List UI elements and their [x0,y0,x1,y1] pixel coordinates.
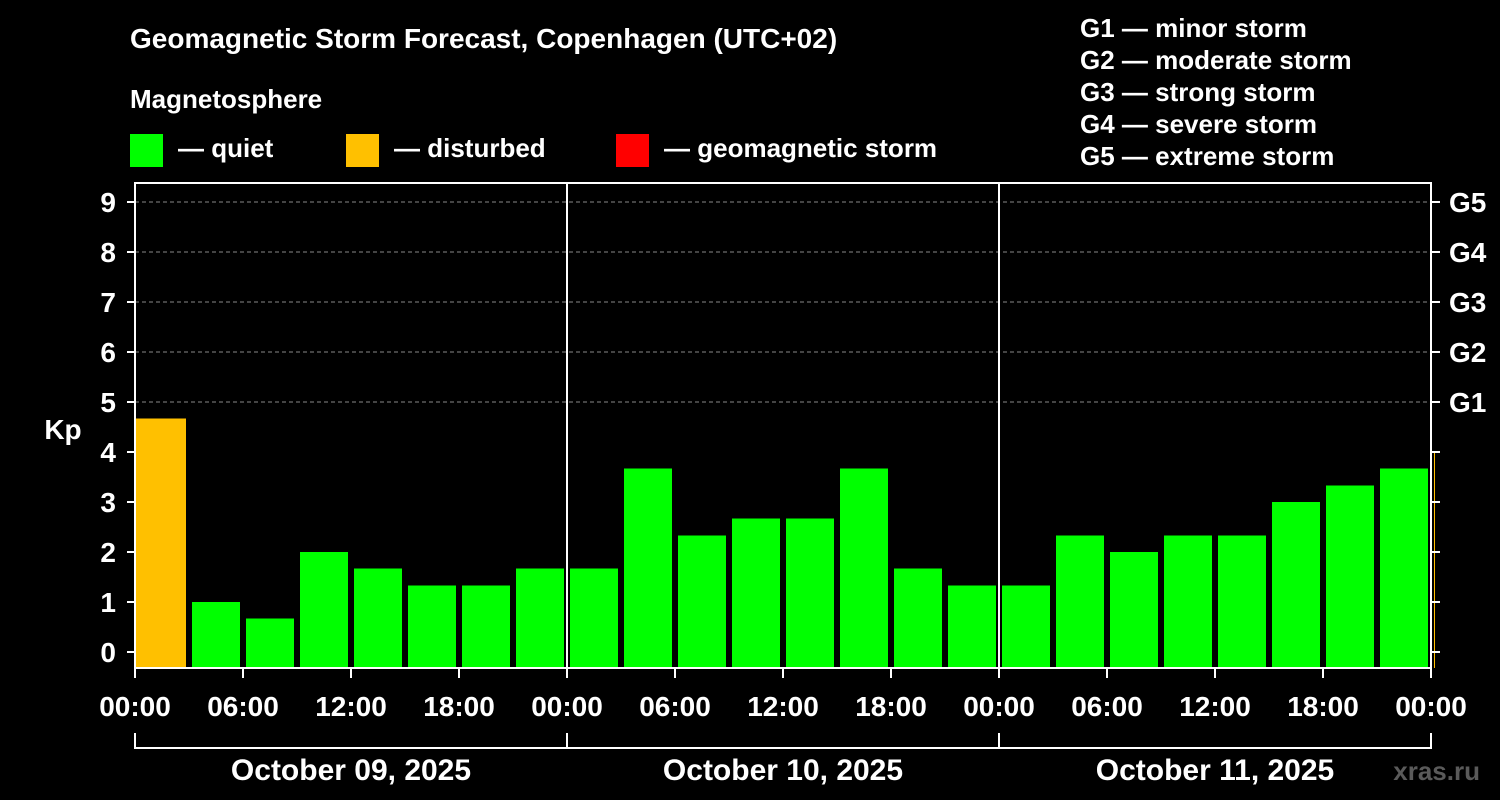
kp-bar-24 [1434,452,1435,668]
g-scale-g4: G4 — severe storm [1080,109,1317,139]
y-tick-label-2: 2 [100,537,116,568]
g-scale-g2: G2 — moderate storm [1080,45,1352,75]
kp-bar-9 [624,468,672,668]
chart-title: Geomagnetic Storm Forecast, Copenhagen (… [130,23,837,54]
kp-bar-18 [1110,552,1158,668]
x-tick-label-11: 18:00 [1287,691,1359,722]
kp-bar-3 [300,552,348,668]
x-tick-label-3: 18:00 [423,691,495,722]
kp-bar-13 [840,468,888,668]
legend-label-storm: — geomagnetic storm [664,133,937,163]
kp-bar-7 [516,568,564,668]
kp-bar-5 [408,585,456,668]
kp-bar-16 [1002,585,1050,668]
x-tick-label-9: 06:00 [1071,691,1143,722]
g-level-label-g5: G5 [1449,187,1486,218]
g-level-label-g2: G2 [1449,337,1486,368]
x-tick-label-10: 12:00 [1179,691,1251,722]
kp-bar-19 [1164,535,1212,668]
kp-bar-6 [462,585,510,668]
x-tick-label-1: 06:00 [207,691,279,722]
y-tick-label-4: 4 [100,437,116,468]
x-tick-label-4: 00:00 [531,691,603,722]
kp-bar-22 [1326,485,1374,668]
g-scale-legend: G1 — minor storm G2 — moderate storm G3 … [1080,13,1352,171]
kp-bar-11 [732,518,780,668]
x-tick-label-0: 00:00 [99,691,171,722]
x-tick-label-12: 00:00 [1395,691,1467,722]
y-tick-label-0: 0 [100,637,116,668]
x-tick-label-5: 06:00 [639,691,711,722]
kp-bar-23 [1380,468,1428,668]
kp-bars [136,418,1435,668]
gridlines [135,201,1431,403]
legend-label-quiet: — quiet [178,133,274,163]
g-level-label-g1: G1 [1449,387,1486,418]
y-tick-label-8: 8 [100,237,116,268]
x-tick-label-6: 12:00 [747,691,819,722]
day-label-1: October 10, 2025 [663,754,903,787]
legend-swatch-disturbed [346,134,379,167]
kp-bar-12 [786,518,834,668]
x-tick-label-8: 00:00 [963,691,1035,722]
y-tick-label-6: 6 [100,337,116,368]
x-tick-label-2: 12:00 [315,691,387,722]
g-level-label-g3: G3 [1449,287,1486,318]
status-legend: — quiet — disturbed — geomagnetic storm [130,133,937,167]
kp-bar-15 [948,585,996,668]
kp-bar-0 [136,418,186,668]
kp-bar-1 [192,602,240,668]
chart-subtitle: Magnetosphere [130,84,322,114]
axes [127,182,1440,749]
y-tick-label-5: 5 [100,387,116,418]
kp-bar-8 [570,568,618,668]
kp-bar-14 [894,568,942,668]
kp-bar-4 [354,568,402,668]
kp-bar-20 [1218,535,1266,668]
kp-bar-10 [678,535,726,668]
g-scale-g1: G1 — minor storm [1080,13,1307,43]
day-label-0: October 09, 2025 [231,754,471,787]
legend-swatch-storm [616,134,649,167]
kp-bar-17 [1056,535,1104,668]
g-level-label-g4: G4 [1449,237,1487,268]
g-scale-g5: G5 — extreme storm [1080,141,1334,171]
y-tick-label-9: 9 [100,187,116,218]
watermark: xras.ru [1393,756,1480,786]
y-tick-label-3: 3 [100,487,116,518]
axis-labels: 0 1 2 3 4 5 6 7 8 9 G1 G2 G3 G4 G5 00:00 06:00 12:00 18:00… [99,187,1487,787]
g-scale-g3: G3 — strong storm [1080,77,1315,107]
legend-swatch-quiet [130,134,163,167]
day-label-2: October 11, 2025 [1096,754,1334,787]
y-tick-label-1: 1 [100,587,116,618]
y-axis-title: Kp [44,414,81,445]
legend-label-disturbed: — disturbed [394,133,546,163]
y-tick-label-7: 7 [100,287,116,318]
kp-bar-21 [1272,502,1320,668]
x-tick-label-7: 18:00 [855,691,927,722]
kp-bar-2 [246,618,294,668]
